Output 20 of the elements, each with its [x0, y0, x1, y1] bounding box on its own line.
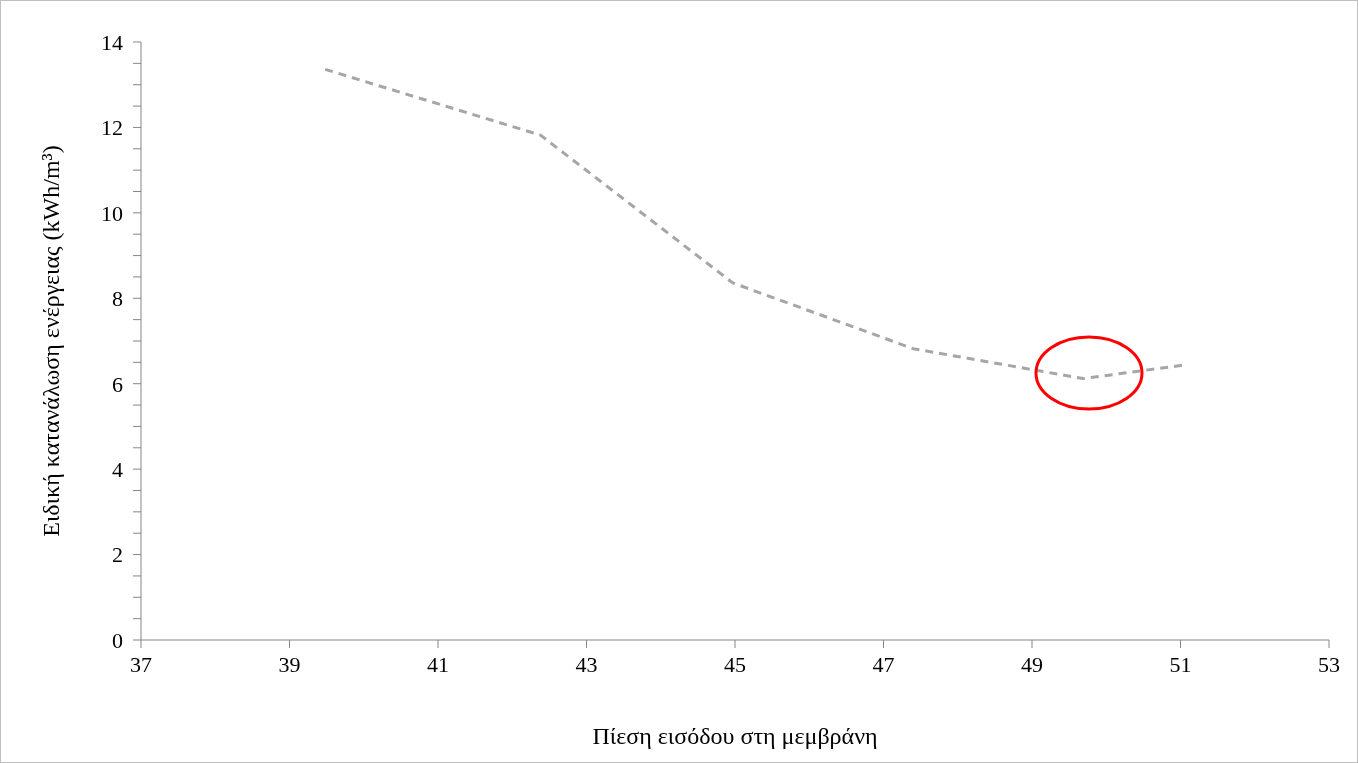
x-tick-label: 47: [872, 651, 895, 677]
x-axis-title: Πίεση εισόδου στη μεμβράνη: [592, 723, 878, 749]
y-tick-label: 2: [112, 542, 123, 568]
y-tick-label: 6: [112, 371, 123, 397]
x-tick-label: 37: [130, 651, 152, 677]
y-tick-label: 14: [101, 29, 123, 55]
x-tick-label: 49: [1021, 651, 1043, 677]
x-tick-label: 51: [1169, 651, 1192, 677]
x-tick-label: 39: [278, 651, 301, 677]
line-series: [323, 67, 1184, 381]
y-tick-label: 4: [112, 456, 123, 482]
x-tick-label: 43: [575, 651, 598, 677]
y-tick-label: 0: [112, 627, 123, 653]
y-tick-label: 10: [101, 200, 123, 226]
y-tick-label: 8: [112, 286, 123, 312]
x-tick-label: 53: [1318, 651, 1340, 677]
y-tick-label: 12: [101, 115, 123, 141]
y-axis-title: Ειδική κατανάλωση ενέργειας (kWh/m³): [38, 145, 64, 537]
x-tick-label: 45: [724, 651, 746, 677]
x-tick-label: 41: [427, 651, 449, 677]
